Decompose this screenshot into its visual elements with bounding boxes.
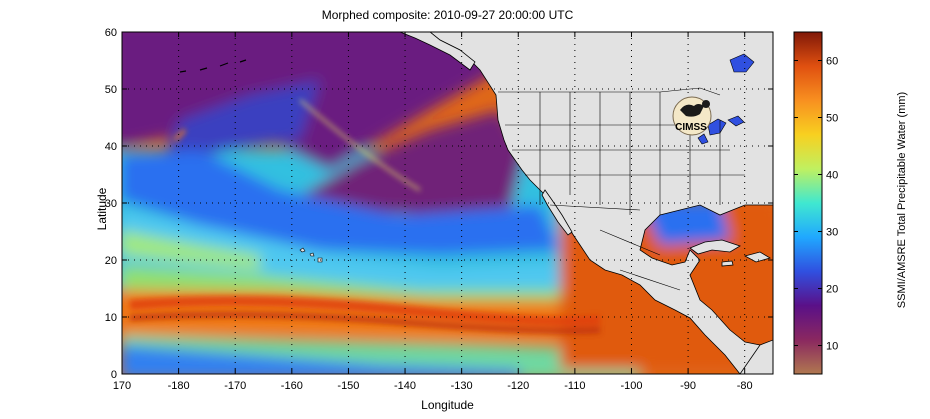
x-tick-label: 170 [113,380,131,392]
y-tick-label: 20 [105,255,117,267]
x-tick-label: -120 [507,380,529,392]
x-tick-label: -90 [680,380,696,392]
x-tick-label: -150 [337,380,359,392]
y-tick-label: 60 [105,27,117,39]
colorbar-tick-label: 30 [826,227,838,239]
colorbar-tick-label: 50 [826,113,838,125]
precipitable-water-field: CIMSS [122,32,773,374]
y-tick-label: 40 [105,141,117,153]
x-tick-label: -180 [168,380,190,392]
graticule [122,32,773,374]
x-tick-label: -130 [451,380,473,392]
colorbar [793,31,823,375]
x-axis-label: Longitude [421,398,474,412]
political-boundaries [498,87,745,291]
x-tick-label: -110 [564,380,585,392]
colorbar-ticks: 10 20 30 40 50 60 [794,56,838,353]
logo-text: CIMSS [675,122,707,133]
colorbar-tick-label: 40 [826,170,838,182]
y-tick-label: 50 [105,84,117,96]
x-tick-label: -80 [737,380,753,392]
y-ticks: 0 10 20 30 40 50 60 [105,27,773,381]
x-ticks: 170 -180 -170 -160 -150 -140 -130 -120 -110 -100 -… [113,32,753,392]
x-tick-label: -140 [394,380,416,392]
x-tick-label: -160 [281,380,303,392]
chart-title: Morphed composite: 2010-09-27 20:00:00 U… [321,8,574,22]
y-tick-label: 0 [111,369,117,381]
colorbar-tick-label: 60 [826,56,838,68]
x-tick-label: -100 [620,380,642,392]
x-tick-label: -170 [224,380,246,392]
colorbar-tick-label: 10 [826,341,838,353]
y-tick-label: 10 [105,312,117,324]
cimss-logo: CIMSS [672,96,712,136]
y-tick-label: 30 [105,198,117,210]
colorbar-tick-label: 20 [826,284,838,296]
